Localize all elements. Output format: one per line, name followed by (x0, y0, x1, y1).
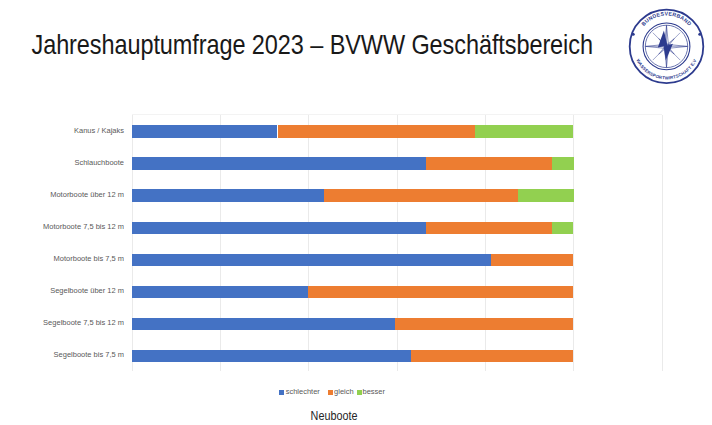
svg-text:BUNDESVERBAND: BUNDESVERBAND (640, 11, 693, 27)
